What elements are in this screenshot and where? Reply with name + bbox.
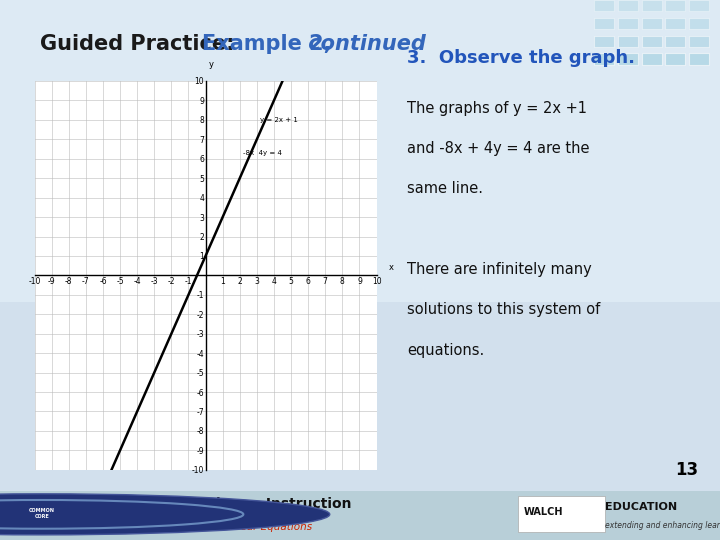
Text: solutions to this system of: solutions to this system of xyxy=(407,302,600,317)
Text: Example 2,: Example 2, xyxy=(202,35,331,55)
Text: equations.: equations. xyxy=(407,342,484,357)
Text: There are infinitely many: There are infinitely many xyxy=(407,262,592,277)
Text: EDUCATION: EDUCATION xyxy=(605,502,677,512)
Text: Guided Practice:: Guided Practice: xyxy=(40,35,241,55)
Text: 3.  Observe the graph.: 3. Observe the graph. xyxy=(407,49,635,67)
Text: continued: continued xyxy=(301,35,426,55)
Text: COMMON
CORE: COMMON CORE xyxy=(29,508,55,519)
Text: WALCH: WALCH xyxy=(524,507,564,517)
Text: y: y xyxy=(209,60,214,69)
Text: Coordinate Algebra — Instruction: Coordinate Algebra — Instruction xyxy=(90,497,351,511)
Text: x: x xyxy=(389,263,394,272)
Text: 2.2.2: Solving Systems of Linear Equations: 2.2.2: Solving Systems of Linear Equatio… xyxy=(90,522,312,532)
Text: The graphs of y = 2x +1: The graphs of y = 2x +1 xyxy=(407,101,587,116)
Text: -8x  4y = 4: -8x 4y = 4 xyxy=(243,150,282,156)
Text: same line.: same line. xyxy=(407,181,483,197)
Text: extending and enhancing learning: extending and enhancing learning xyxy=(605,521,720,530)
Text: y = 2x + 1: y = 2x + 1 xyxy=(261,117,298,123)
Text: and -8x + 4y = 4 are the: and -8x + 4y = 4 are the xyxy=(407,141,589,156)
Text: 13: 13 xyxy=(675,461,698,479)
Circle shape xyxy=(0,494,330,535)
Bar xyxy=(518,496,605,532)
